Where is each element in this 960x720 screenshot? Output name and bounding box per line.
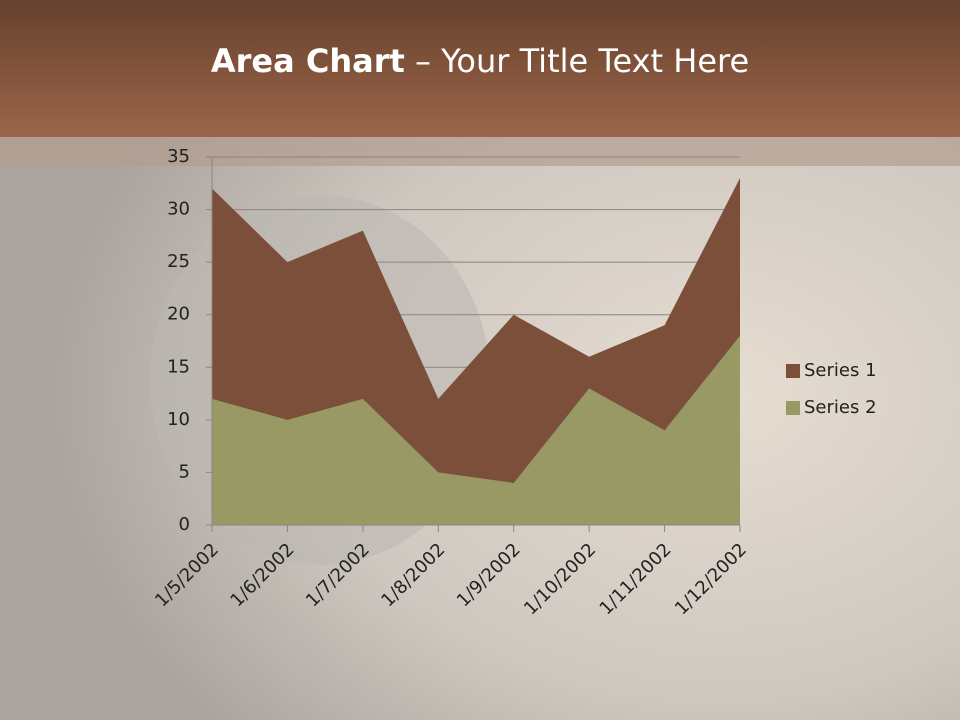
y-tick-label: 25 [167,251,190,272]
y-tick-label: 0 [179,514,190,535]
area [212,335,740,525]
legend-swatch [786,364,800,378]
title-bold: Area Chart [211,42,405,80]
y-tick-label: 5 [179,461,190,482]
y-tick-label: 10 [167,409,190,430]
legend-swatch [786,401,800,415]
y-tick-label: 35 [167,146,190,167]
slide-title: Area Chart – Your Title Text Here [211,42,749,80]
y-tick-label: 15 [167,356,190,377]
y-tick-label: 30 [167,199,190,220]
legend-label: Series 2 [804,397,877,418]
header [0,0,960,137]
y-tick-label: 20 [167,304,190,325]
legend-label: Series 1 [804,360,877,381]
header-strip [0,137,960,166]
title-rest: – Your Title Text Here [405,42,749,80]
